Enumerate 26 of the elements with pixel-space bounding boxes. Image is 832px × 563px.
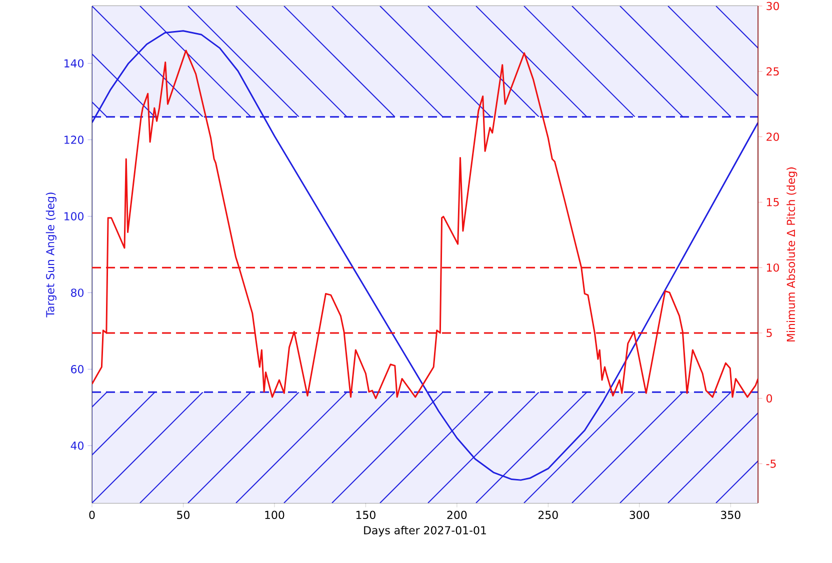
y2-axis-title: Minimum Absolute Δ Pitch (deg) <box>786 167 798 342</box>
x-tick-label: 0 <box>89 510 95 520</box>
y-tick-label: 120 <box>64 136 84 144</box>
x-tick-label: 50 <box>177 510 190 520</box>
y-tick-label: 80 <box>71 288 84 297</box>
x-tick-label: 300 <box>630 510 650 520</box>
y2-tick-label: 15 <box>766 198 779 206</box>
y-tick-label: 140 <box>64 59 84 68</box>
y2-tick-label: 10 <box>766 263 779 272</box>
y2-tick-label: 25 <box>766 67 779 76</box>
x-tick-label: 150 <box>356 510 376 520</box>
x-tick-label: 100 <box>265 510 284 520</box>
y2-tick-label: -5 <box>766 460 776 468</box>
y-tick-label: 40 <box>70 442 84 450</box>
x-axis-title: Days after 2027-01-01 <box>364 526 486 537</box>
y2-tick-label: 5 <box>766 328 772 338</box>
x-tick-label: 350 <box>721 510 740 520</box>
y-axis-title: Target Sun Angle (deg) <box>46 192 56 318</box>
x-tick-label: 250 <box>538 510 558 520</box>
y-tick-label: 60 <box>71 365 84 374</box>
y2-tick-label: 0 <box>766 394 772 403</box>
line-series <box>92 50 758 400</box>
y2-tick-label: 20 <box>766 132 779 141</box>
y-tick-label: 100 <box>64 212 84 220</box>
y2-tick-label: 30 <box>766 2 779 10</box>
x-tick-label: 200 <box>447 510 467 520</box>
